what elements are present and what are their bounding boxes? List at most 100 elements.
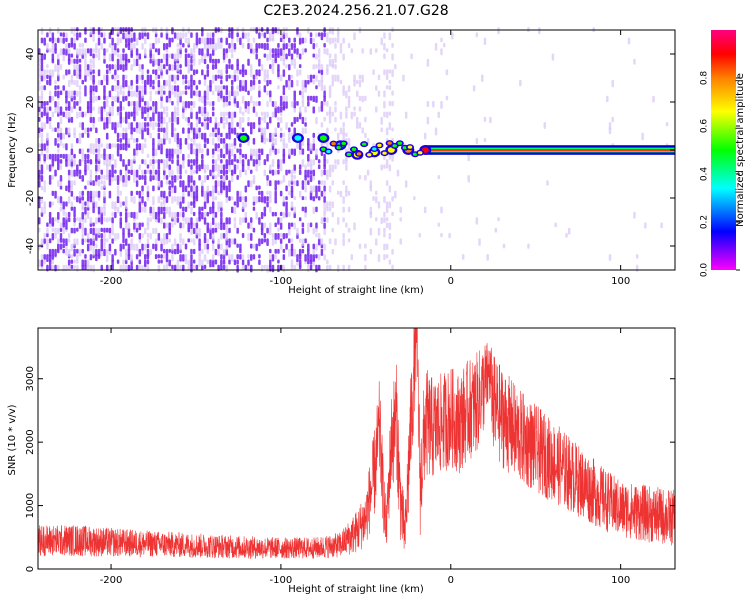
- noise-cell: [43, 201, 46, 208]
- noise-cell: [100, 169, 104, 175]
- noise-cell: [65, 106, 68, 111]
- noise-cell: [380, 217, 383, 224]
- noise-cell: [364, 174, 367, 181]
- noise-cell: [277, 180, 280, 185]
- noise-cell: [252, 227, 256, 233]
- noise-cell: [67, 238, 71, 243]
- noise-cell: [97, 174, 101, 180]
- noise-cell: [171, 169, 174, 177]
- noise-cell: [290, 243, 294, 251]
- noise-cell: [149, 217, 152, 223]
- noise-cell: [135, 264, 139, 270]
- noise-cell: [326, 159, 329, 164]
- noise-cell: [342, 233, 345, 239]
- noise-cell: [157, 174, 161, 181]
- noise-cell: [70, 116, 74, 123]
- noise-cell: [339, 48, 343, 54]
- noise-cell: [40, 238, 44, 246]
- noise-cell: [97, 164, 101, 173]
- noise-cell: [258, 79, 261, 85]
- noise-cell: [334, 159, 337, 164]
- noise-cell: [114, 69, 117, 76]
- noise-cell: [385, 48, 389, 53]
- noise-cell: [43, 153, 46, 162]
- noise-cell: [225, 90, 229, 96]
- noise-cell: [483, 138, 487, 143]
- noise-cell: [108, 180, 112, 186]
- noise-cell: [176, 201, 180, 206]
- noise-cell: [78, 95, 82, 104]
- noise-cell: [95, 143, 98, 149]
- noise-cell: [78, 106, 82, 112]
- noise-cell: [54, 169, 57, 177]
- noise-cell: [171, 116, 174, 123]
- noise-cell: [54, 227, 57, 236]
- noise-cell: [309, 264, 313, 270]
- x-tick-label: 0: [448, 276, 454, 287]
- noise-cell: [220, 79, 223, 85]
- noise-cell: [241, 127, 245, 132]
- noise-cell: [472, 85, 476, 92]
- noise-cell: [100, 238, 104, 245]
- noise-cell: [230, 127, 234, 134]
- noise-cell: [271, 233, 275, 239]
- noise-cell: [168, 74, 171, 81]
- noise-cell: [239, 243, 242, 251]
- noise-cell: [48, 37, 52, 42]
- noise-cell: [38, 101, 41, 107]
- noise-cell: [220, 217, 223, 225]
- noise-cell: [293, 127, 296, 136]
- signal-blob-inner: [294, 135, 302, 141]
- noise-cell: [135, 101, 139, 107]
- noise-cell: [353, 106, 356, 111]
- noise-cell: [263, 42, 267, 51]
- noise-cell: [124, 248, 128, 256]
- noise-cell: [230, 64, 234, 70]
- signal-blob-inner: [382, 151, 387, 155]
- noise-cell: [249, 122, 253, 129]
- noise-cell: [119, 217, 123, 225]
- noise-cell: [138, 222, 142, 231]
- noise-cell: [222, 180, 226, 188]
- noise-cell: [290, 58, 294, 66]
- noise-cell: [86, 69, 90, 77]
- noise-cell: [307, 138, 310, 146]
- noise-cell: [233, 169, 237, 175]
- noise-cell: [100, 217, 104, 225]
- noise-cell: [269, 180, 272, 187]
- noise-cell: [282, 27, 286, 35]
- noise-cell: [293, 95, 296, 102]
- noise-cell: [364, 254, 367, 262]
- noise-cell: [165, 111, 169, 118]
- noise-cell: [65, 185, 68, 192]
- noise-cell: [173, 211, 177, 219]
- noise-cell: [375, 190, 378, 195]
- noise-cell: [122, 116, 125, 123]
- noise-cell: [143, 169, 147, 175]
- noise-cell: [187, 132, 190, 140]
- noise-cell: [312, 248, 316, 255]
- noise-cell: [160, 122, 163, 128]
- noise-cell: [146, 74, 150, 81]
- colorbar-tick-label: 0.6: [700, 119, 710, 134]
- noise-cell: [163, 53, 166, 60]
- noise-cell: [146, 32, 150, 40]
- noise-cell: [92, 264, 95, 273]
- noise-cell: [312, 243, 316, 250]
- noise-cell: [184, 169, 188, 174]
- noise-cell: [315, 95, 318, 103]
- noise-cell: [130, 37, 133, 43]
- noise-cell: [141, 85, 144, 92]
- noise-cell: [239, 217, 242, 225]
- noise-cell: [380, 116, 383, 125]
- noise-cell: [269, 196, 272, 204]
- noise-cell: [133, 127, 136, 132]
- noise-cell: [611, 116, 614, 123]
- noise-cell: [383, 32, 386, 39]
- noise-cell: [48, 116, 52, 122]
- noise-cell: [62, 243, 65, 249]
- noise-cell: [190, 185, 193, 192]
- noise-cell: [249, 42, 253, 50]
- noise-cell: [114, 95, 117, 102]
- noise-cell: [236, 32, 239, 38]
